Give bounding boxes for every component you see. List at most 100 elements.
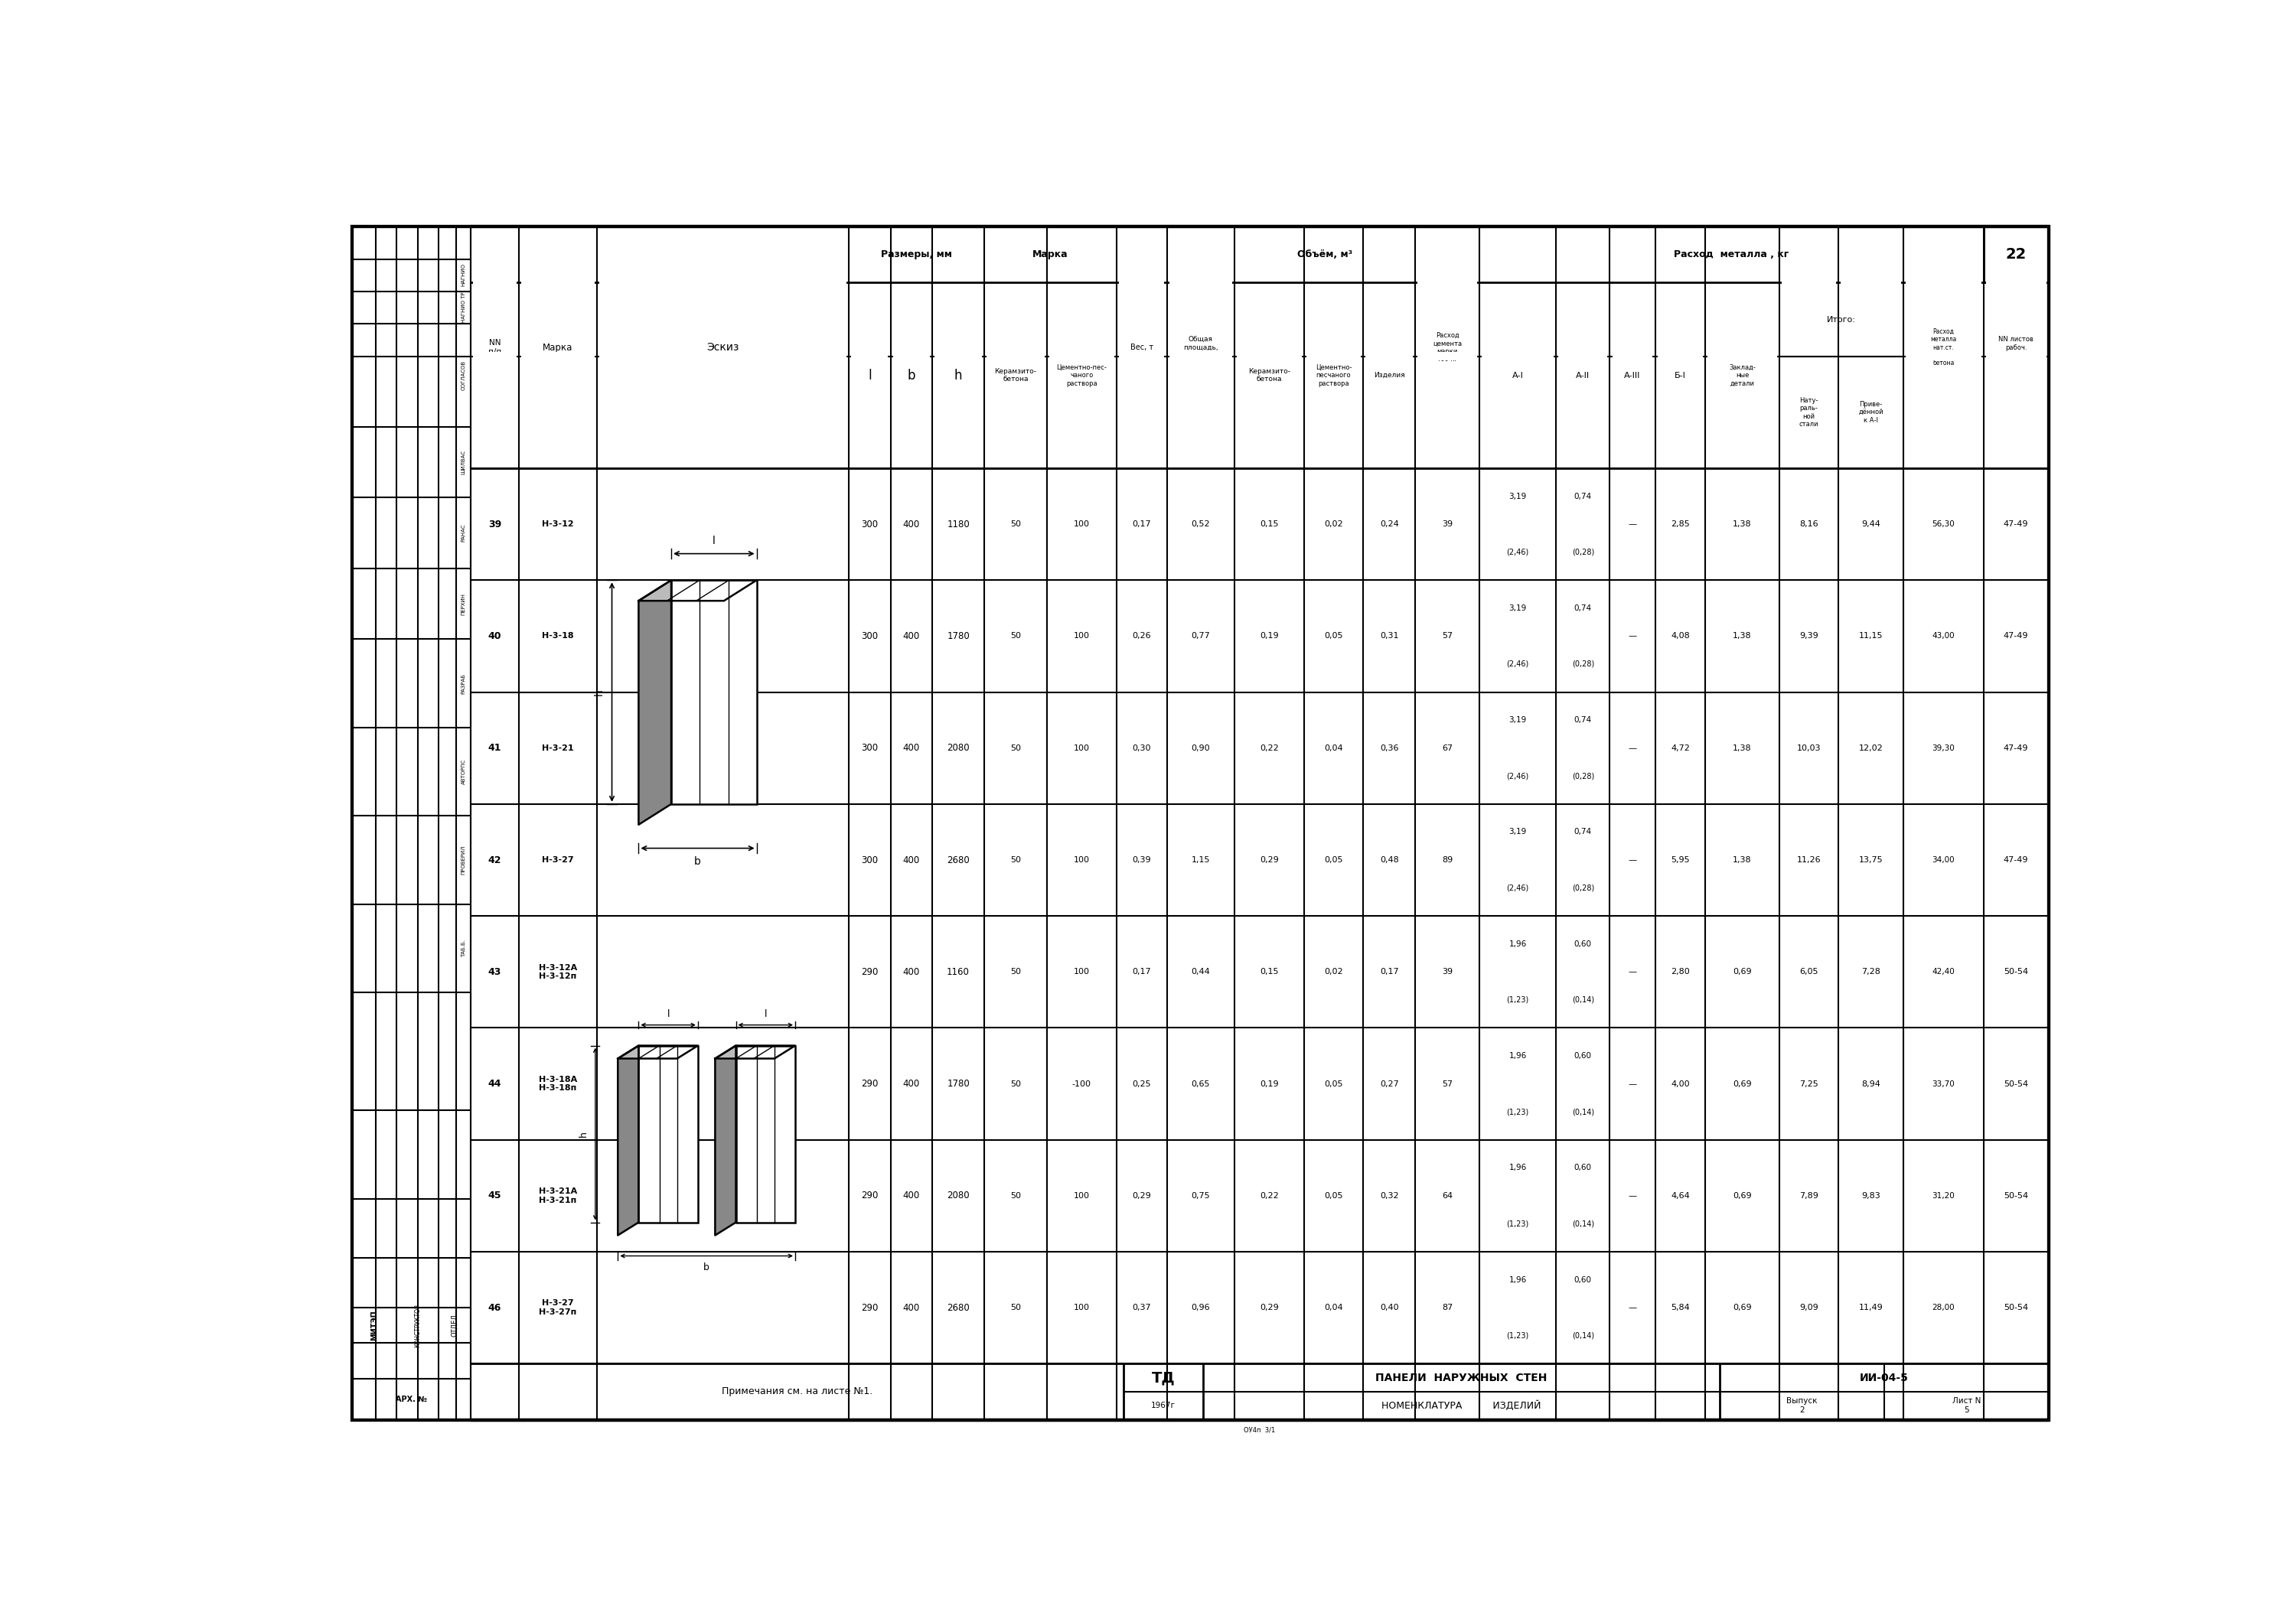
Text: Н-3-27: Н-3-27	[542, 856, 574, 865]
Text: 2080: 2080	[946, 1192, 969, 1201]
Text: 2,80: 2,80	[1671, 968, 1690, 976]
Text: 100: 100	[1075, 520, 1091, 528]
Text: А-III: А-III	[1623, 372, 1642, 379]
Text: 0,05: 0,05	[1325, 1192, 1343, 1200]
Text: 4,08: 4,08	[1671, 633, 1690, 640]
Text: 50-54: 50-54	[2004, 1192, 2027, 1200]
Text: 1180: 1180	[946, 520, 969, 529]
Text: 100: 100	[1075, 1192, 1091, 1200]
Text: —: —	[1628, 1192, 1637, 1200]
Text: 0,17: 0,17	[1132, 968, 1150, 976]
Text: 0,24: 0,24	[1380, 520, 1398, 528]
Polygon shape	[638, 580, 670, 824]
Text: 4,64: 4,64	[1671, 1192, 1690, 1200]
Bar	[987, 353, 1045, 361]
Text: 0,05: 0,05	[1325, 633, 1343, 640]
Text: 1,96: 1,96	[1508, 1052, 1527, 1060]
Text: 0,26: 0,26	[1132, 633, 1150, 640]
Text: 0,15: 0,15	[1261, 968, 1279, 976]
Text: 87: 87	[1442, 1303, 1453, 1311]
Text: 0,44: 0,44	[1192, 968, 1210, 976]
Text: 1,15: 1,15	[1192, 856, 1210, 865]
Text: 89: 89	[1442, 856, 1453, 865]
Bar	[1417, 278, 1476, 287]
Text: 1,96: 1,96	[1508, 941, 1527, 947]
Text: 0,19: 0,19	[1261, 633, 1279, 640]
Text: 4,00: 4,00	[1671, 1080, 1690, 1088]
Text: 0,29: 0,29	[1261, 856, 1279, 865]
Bar	[521, 278, 595, 287]
Text: КОНСТРУКТОР: КОНСТРУКТОР	[413, 1303, 420, 1347]
Text: (0,28): (0,28)	[1573, 661, 1593, 669]
Text: 0,96: 0,96	[1192, 1303, 1210, 1311]
Text: 0,05: 0,05	[1325, 856, 1343, 865]
Text: 300: 300	[861, 855, 877, 865]
Text: ПЕРХИН: ПЕРХИН	[461, 593, 466, 615]
Text: 300: 300	[861, 520, 877, 529]
Text: 400: 400	[902, 631, 921, 641]
Text: (0,28): (0,28)	[1573, 772, 1593, 780]
Text: 400: 400	[902, 743, 921, 753]
Text: 42,40: 42,40	[1933, 968, 1954, 976]
Text: (2,46): (2,46)	[1506, 661, 1529, 669]
Text: РАЗРАБ: РАЗРАБ	[461, 674, 466, 693]
Bar	[473, 353, 517, 361]
Text: 50: 50	[1010, 968, 1022, 976]
Text: Приве-
дённой
к А-I: Приве- дённой к А-I	[1857, 402, 1883, 424]
Text: 0,25: 0,25	[1132, 1080, 1150, 1088]
Text: 1967г: 1967г	[1150, 1402, 1176, 1410]
Text: 0,17: 0,17	[1132, 520, 1150, 528]
Text: 1,38: 1,38	[1733, 745, 1752, 751]
Text: 0,74: 0,74	[1575, 716, 1591, 724]
Text: 64: 64	[1442, 1192, 1453, 1200]
Bar	[1708, 353, 1777, 361]
Text: 0,30: 0,30	[1132, 745, 1150, 751]
Bar	[638, 1046, 698, 1222]
Polygon shape	[714, 1046, 794, 1059]
Text: 0,90: 0,90	[1192, 745, 1210, 751]
Text: 0,15: 0,15	[1261, 520, 1279, 528]
Text: 0,40: 0,40	[1380, 1303, 1398, 1311]
Text: НАГНИО ТР: НАГНИО ТР	[461, 291, 466, 322]
Text: 50: 50	[1010, 520, 1022, 528]
Text: 0,17: 0,17	[1380, 968, 1398, 976]
Text: 39: 39	[1442, 520, 1453, 528]
Text: Расход
цемента
марки
400 кг: Расход цемента марки 400 кг	[1433, 332, 1463, 363]
Bar	[521, 353, 595, 361]
Text: 31,20: 31,20	[1933, 1192, 1954, 1200]
Text: 400: 400	[902, 855, 921, 865]
Text: Керамзито-
бетона: Керамзито- бетона	[994, 368, 1038, 382]
Text: 42: 42	[489, 855, 501, 865]
Text: 8,16: 8,16	[1800, 520, 1818, 528]
Text: Итого:: Итого:	[1828, 316, 1855, 324]
Text: 28,00: 28,00	[1933, 1303, 1954, 1311]
Text: 4,72: 4,72	[1671, 745, 1690, 751]
Text: 7,89: 7,89	[1800, 1192, 1818, 1200]
Text: 100: 100	[1075, 968, 1091, 976]
Text: 400: 400	[902, 1303, 921, 1313]
Text: 33,70: 33,70	[1933, 1080, 1954, 1088]
Text: l: l	[868, 369, 872, 382]
Text: —: —	[1628, 1080, 1637, 1088]
Polygon shape	[638, 580, 758, 601]
Bar	[670, 580, 758, 805]
Text: Н-3-12А
Н-3-12п: Н-3-12А Н-3-12п	[540, 963, 576, 979]
Bar	[1841, 278, 1901, 287]
Bar	[1238, 353, 1302, 361]
Text: 0,39: 0,39	[1132, 856, 1150, 865]
Text: 0,29: 0,29	[1132, 1192, 1150, 1200]
Text: 0,65: 0,65	[1192, 1080, 1210, 1088]
Text: 0,75: 0,75	[1192, 1192, 1210, 1200]
Text: НОМЕНКЛАТУРА          ИЗДЕЛИЙ: НОМЕНКЛАТУРА ИЗДЕЛИЙ	[1382, 1400, 1541, 1410]
Text: 100: 100	[1075, 745, 1091, 751]
Bar	[1169, 353, 1233, 361]
Text: 1,38: 1,38	[1733, 520, 1752, 528]
Text: (0,28): (0,28)	[1573, 884, 1593, 892]
Text: Вес, т: Вес, т	[1130, 343, 1153, 351]
Text: 39: 39	[489, 520, 501, 529]
Text: (2,46): (2,46)	[1506, 884, 1529, 892]
Text: 290: 290	[861, 1078, 877, 1090]
Text: АРХ. №: АРХ. №	[395, 1396, 427, 1404]
Text: 11,26: 11,26	[1798, 856, 1821, 865]
Text: 0,69: 0,69	[1733, 1080, 1752, 1088]
